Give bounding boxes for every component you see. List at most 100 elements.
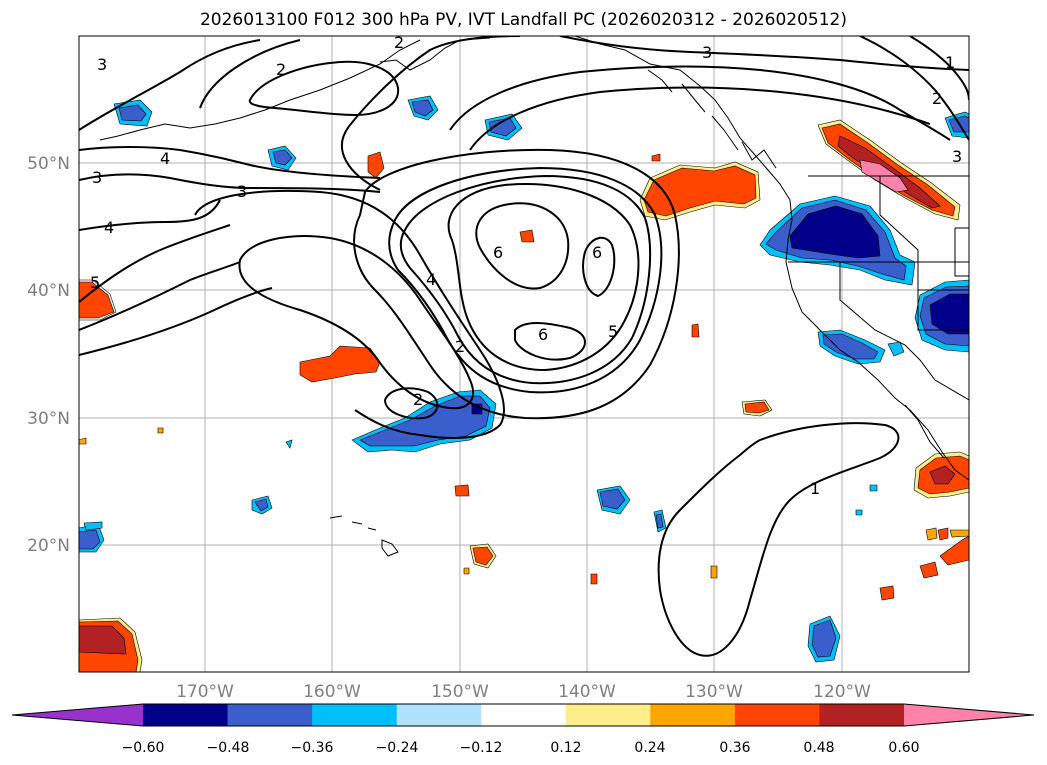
colorbar-tick-label: 0.24	[634, 740, 665, 756]
pos-patch	[367, 151, 385, 179]
north-america-coast	[574, 36, 969, 481]
pos-patch	[919, 561, 939, 579]
lon-tick-label: 170°W	[176, 682, 234, 702]
contour-label: 3	[952, 147, 962, 166]
pv-contour-2-ne	[859, 36, 969, 141]
contour-label: 4	[104, 218, 114, 237]
contour-label: 3	[97, 55, 107, 74]
contour-label: 2	[455, 337, 465, 356]
pv-contour-6	[582, 236, 616, 298]
contour-label: 1	[810, 479, 820, 498]
pv-contour-5	[447, 183, 640, 372]
pv-contour-1	[657, 422, 900, 657]
pos-patch	[79, 281, 115, 319]
pv-contour-3-top	[449, 65, 951, 141]
colorbar-tick-labels: −0.60 −0.48 −0.36 −0.24 −0.12 0.12 0.24 …	[122, 740, 920, 756]
colorbar-extend-max	[904, 704, 1034, 726]
map-title: 2026013100 F012 300 hPa PV, IVT Landfall…	[199, 10, 847, 30]
pos-patch	[879, 585, 895, 601]
lon-tick-label: 130°W	[685, 682, 743, 702]
neg-patch	[285, 439, 293, 449]
pv-contour-2-loop	[383, 387, 439, 420]
neg-patch	[272, 149, 293, 166]
pv-contour-6	[475, 202, 570, 290]
neg-patch	[855, 509, 863, 516]
colorbar-segment	[650, 704, 736, 726]
colorbar-segment	[227, 704, 313, 726]
pos-patch	[691, 323, 700, 338]
lat-tick-label: 20°N	[27, 536, 70, 556]
contour-label: 2	[413, 390, 423, 409]
colorbar-segment	[819, 704, 905, 726]
pos-patch	[929, 465, 956, 485]
state-border	[879, 176, 969, 291]
pv-contour-3-outer	[238, 235, 475, 410]
pv-contour-3	[353, 148, 680, 420]
pv-contour-west-c	[79, 261, 241, 331]
pv-contour-6	[514, 322, 586, 361]
colorbar-tick-label: −0.60	[122, 740, 165, 756]
pos-patch	[299, 345, 381, 383]
lon-tick-label: 140°W	[558, 682, 616, 702]
contour-label: 4	[426, 270, 436, 289]
neg-patch	[811, 619, 837, 658]
neg-patch	[655, 513, 664, 529]
contour-label: 2	[276, 60, 286, 79]
pos-patch	[472, 546, 494, 566]
pos-patch	[79, 437, 87, 445]
contour-label: 5	[608, 322, 618, 341]
neg-patch	[118, 104, 147, 122]
pv-contour-4	[388, 166, 663, 394]
lat-tick-label: 50°N	[27, 154, 70, 174]
contour-label: 6	[493, 243, 503, 262]
colorbar-tick-label: 0.12	[550, 740, 581, 756]
contour-label: 2	[932, 89, 942, 108]
hawaii-islands	[329, 515, 399, 557]
pv-contour-5-west	[79, 224, 231, 303]
bc-islands	[647, 69, 777, 169]
pos-patch	[590, 573, 598, 585]
pos-patch	[937, 527, 949, 541]
neg-patch	[83, 521, 103, 531]
state-border	[917, 290, 969, 331]
pv-contour-west-d	[79, 287, 273, 356]
pos-patch	[157, 427, 164, 434]
pos-patch	[651, 153, 661, 162]
colorbar-extend-min	[12, 704, 143, 726]
neg-patch	[887, 341, 905, 357]
colorbar-tick-label: 0.48	[803, 740, 834, 756]
contour-label: 5	[90, 273, 100, 292]
colorbar-segment	[481, 704, 567, 726]
map-frame	[78, 35, 970, 673]
colorbar-outline	[11, 703, 1035, 727]
colorbar-segment	[312, 704, 398, 726]
colorbar-segment	[734, 704, 820, 726]
contour-label: 2	[394, 33, 404, 52]
contour-label: 3	[92, 168, 102, 187]
colorbar-segment	[565, 704, 651, 726]
neg-patch	[411, 99, 434, 117]
pv-contour-3-ne	[559, 36, 969, 71]
pv-contour-1-ne	[909, 36, 969, 101]
lon-tick-labels: 170°W 160°W 150°W 140°W 130°W 120°W	[176, 682, 871, 702]
pv-contour-2-top	[469, 86, 931, 151]
colorbar-tick-label: −0.24	[376, 740, 419, 756]
colorbar-tick-label: −0.36	[291, 740, 334, 756]
neg-patch	[599, 488, 626, 510]
contour-label: 1	[945, 53, 955, 72]
neg-patch	[789, 205, 881, 259]
coastlines	[99, 36, 969, 557]
pos-patch	[463, 567, 470, 575]
pv-contour-4-west	[79, 146, 381, 179]
colorbar	[11, 703, 1035, 727]
contour-label: 6	[538, 325, 548, 344]
pv-contour-3-nw	[79, 39, 301, 131]
colorbar-tick-label: −0.48	[207, 740, 250, 756]
contour-label: 4	[160, 149, 170, 168]
pos-patch	[79, 625, 127, 655]
neg-patch	[869, 484, 878, 492]
neg-patch	[929, 293, 969, 335]
lon-tick-label: 160°W	[303, 682, 361, 702]
neg-patch	[79, 529, 101, 550]
